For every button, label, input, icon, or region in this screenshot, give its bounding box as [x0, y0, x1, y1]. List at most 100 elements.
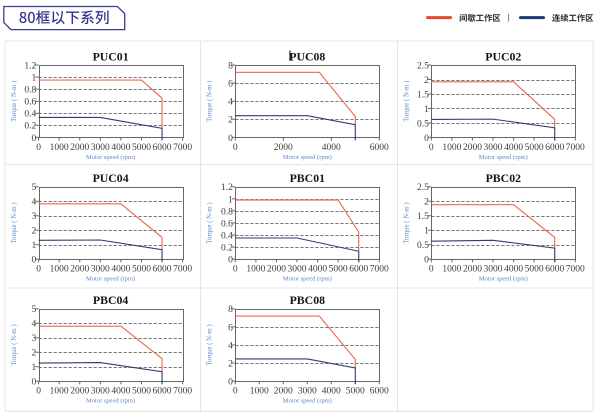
svg-text:2: 2	[228, 359, 233, 369]
svg-text:0.4: 0.4	[221, 231, 233, 241]
svg-text:6000: 6000	[545, 143, 564, 153]
svg-text:0: 0	[233, 265, 238, 275]
svg-text:4: 4	[31, 198, 36, 208]
svg-text:1.5: 1.5	[417, 212, 429, 222]
svg-text:4: 4	[228, 98, 233, 108]
svg-text:1: 1	[228, 195, 233, 205]
svg-text:2: 2	[424, 198, 429, 208]
svg-text:PUC04: PUC04	[93, 171, 129, 185]
svg-text:Torque ( N-m ): Torque ( N-m )	[207, 324, 214, 365]
svg-text:0: 0	[228, 378, 233, 388]
svg-text:0: 0	[424, 256, 429, 266]
svg-text:2000: 2000	[274, 143, 293, 153]
svg-text:1000: 1000	[50, 265, 69, 275]
svg-text:5000: 5000	[329, 265, 348, 275]
svg-text:0: 0	[228, 134, 233, 144]
svg-text:2000: 2000	[267, 265, 286, 275]
svg-text:6000: 6000	[545, 265, 564, 275]
svg-text:5: 5	[31, 305, 36, 315]
svg-text:Torque ( N-m ): Torque ( N-m )	[207, 81, 214, 122]
svg-text:2000: 2000	[70, 143, 89, 153]
svg-text:0: 0	[36, 265, 41, 275]
svg-text:6000: 6000	[153, 387, 172, 397]
svg-text:3000: 3000	[91, 265, 110, 275]
svg-text:0.4: 0.4	[24, 110, 36, 120]
svg-text:PBC02: PBC02	[486, 171, 521, 185]
svg-text:1000: 1000	[250, 387, 269, 397]
svg-text:0: 0	[36, 387, 41, 397]
svg-text:0: 0	[429, 143, 434, 153]
svg-text:6: 6	[228, 80, 233, 90]
svg-text:Motor speed (rpm): Motor speed (rpm)	[86, 276, 135, 283]
svg-text:0: 0	[31, 378, 36, 388]
svg-text:4000: 4000	[111, 265, 130, 275]
svg-text:0: 0	[424, 134, 429, 144]
svg-text:1000: 1000	[50, 143, 69, 153]
svg-text:PBC04: PBC04	[93, 293, 128, 307]
svg-text:6000: 6000	[153, 265, 172, 275]
svg-text:6: 6	[228, 323, 233, 333]
svg-text:1000: 1000	[246, 265, 265, 275]
svg-text:7000: 7000	[566, 265, 585, 275]
svg-text:3000: 3000	[298, 387, 317, 397]
svg-text:4000: 4000	[504, 265, 523, 275]
svg-text:Torque ( N-m ): Torque ( N-m )	[11, 202, 18, 243]
svg-text:PBC01: PBC01	[290, 171, 325, 185]
svg-text:Torque ( N-m ): Torque ( N-m )	[404, 202, 411, 243]
svg-text:1.2: 1.2	[24, 61, 36, 71]
svg-text:2: 2	[424, 76, 429, 86]
svg-text:0.2: 0.2	[221, 243, 233, 253]
svg-text:5000: 5000	[132, 265, 151, 275]
svg-text:0.8: 0.8	[24, 86, 36, 96]
svg-text:1000: 1000	[442, 143, 461, 153]
svg-text:2000: 2000	[274, 387, 293, 397]
svg-text:4: 4	[31, 320, 36, 330]
svg-text:7000: 7000	[173, 265, 192, 275]
svg-text:Motor speed (rpm): Motor speed (rpm)	[283, 398, 332, 405]
svg-text:PUC02: PUC02	[485, 49, 521, 63]
svg-text:2: 2	[228, 116, 233, 126]
svg-text:Motor speed (rpm): Motor speed (rpm)	[86, 154, 135, 161]
svg-text:2: 2	[31, 227, 36, 237]
svg-text:1000: 1000	[442, 265, 461, 275]
svg-text:2000: 2000	[70, 387, 89, 397]
svg-text:0: 0	[233, 143, 238, 153]
svg-text:6000: 6000	[153, 143, 172, 153]
svg-text:5000: 5000	[525, 265, 544, 275]
svg-text:2000: 2000	[463, 143, 482, 153]
svg-text:2000: 2000	[463, 265, 482, 275]
svg-text:0.8: 0.8	[221, 207, 233, 217]
svg-text:1: 1	[31, 241, 36, 251]
svg-text:5000: 5000	[132, 143, 151, 153]
svg-text:0: 0	[233, 387, 238, 397]
svg-text:4000: 4000	[504, 143, 523, 153]
svg-text:4000: 4000	[308, 265, 327, 275]
svg-text:Motor speed (rpm): Motor speed (rpm)	[283, 154, 332, 161]
svg-text:3000: 3000	[91, 387, 110, 397]
svg-text:0: 0	[31, 134, 36, 144]
svg-text:1: 1	[424, 105, 429, 115]
svg-text:0: 0	[36, 143, 41, 153]
svg-text:6000: 6000	[370, 143, 389, 153]
svg-text:2.5: 2.5	[417, 61, 429, 71]
svg-text:Torque ( N-m ): Torque ( N-m )	[207, 202, 214, 243]
svg-text:0: 0	[31, 256, 36, 266]
svg-text:Motor speed (rpm): Motor speed (rpm)	[86, 398, 135, 405]
svg-text:3: 3	[31, 212, 36, 222]
svg-text:4000: 4000	[111, 387, 130, 397]
svg-text:0.5: 0.5	[417, 119, 429, 129]
svg-text:7000: 7000	[370, 265, 389, 275]
svg-text:2.5: 2.5	[417, 183, 429, 193]
svg-text:Torque ( N-m ): Torque ( N-m )	[11, 81, 18, 122]
svg-text:3: 3	[31, 334, 36, 344]
svg-text:1: 1	[424, 227, 429, 237]
svg-text:PUC01: PUC01	[93, 49, 129, 63]
svg-text:7000: 7000	[173, 387, 192, 397]
svg-text:Motor speed (rpm): Motor speed (rpm)	[479, 276, 528, 283]
svg-text:1: 1	[31, 363, 36, 373]
svg-text:Motor speed (rpm): Motor speed (rpm)	[283, 276, 332, 283]
svg-text:0: 0	[429, 265, 434, 275]
svg-text:0: 0	[228, 256, 233, 266]
svg-text:PBC08: PBC08	[290, 293, 325, 307]
svg-text:1.2: 1.2	[221, 183, 233, 193]
